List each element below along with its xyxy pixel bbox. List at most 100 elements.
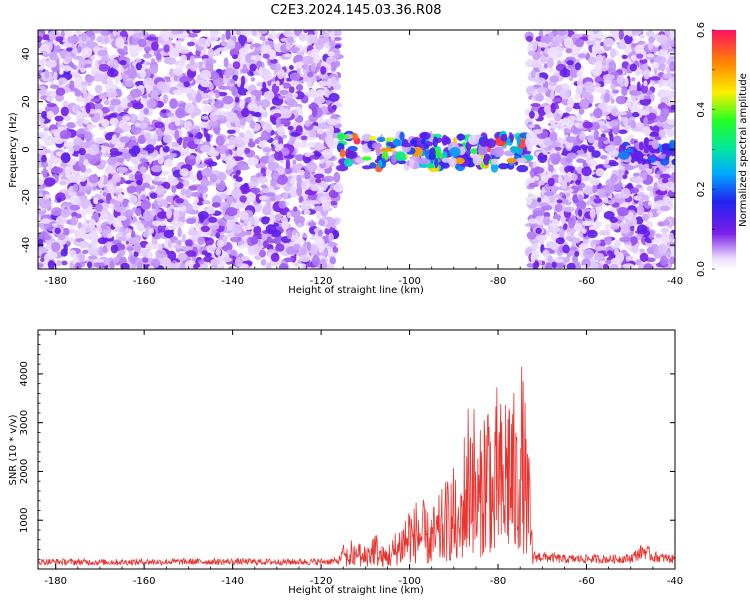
- spectrogram-cell: [139, 70, 147, 78]
- spectrogram-cell: [122, 115, 131, 122]
- spectrogram-cell: [333, 83, 342, 91]
- spectrogram-cell: [262, 205, 272, 216]
- spectrogram-cell: [260, 259, 267, 266]
- y-tick-label: 0: [21, 146, 32, 152]
- spectrogram-cell: [62, 65, 72, 72]
- spectrogram-cell: [665, 155, 670, 161]
- spectrogram-cell: [200, 225, 210, 233]
- spectrogram-cell: [289, 187, 298, 198]
- spectrogram-cell: [274, 194, 282, 201]
- spectrogram-cell: [78, 112, 90, 118]
- spectrogram-cell: [333, 183, 344, 193]
- spectrogram-cell: [606, 200, 616, 205]
- spectrogram-cell: [621, 86, 628, 97]
- spectrogram-cell: [548, 164, 554, 173]
- spectrogram-cell: [46, 251, 55, 260]
- spectrogram-cell: [227, 157, 236, 168]
- spectrogram-cell: [162, 134, 173, 144]
- spectrogram-cell: [285, 201, 290, 206]
- spectrogram-cell: [63, 141, 75, 148]
- spectrogram-cell: [272, 172, 279, 181]
- x-tick-label: -140: [221, 576, 244, 587]
- spectrogram-cell: [171, 30, 182, 35]
- spectrogram-cell: [146, 85, 151, 94]
- spectrogram-cell: [506, 157, 517, 164]
- colorbar-gradient: [712, 30, 736, 269]
- spectrogram-cell: [289, 208, 301, 218]
- spectrogram-cell: [667, 79, 673, 88]
- spectrogram-cell: [95, 203, 103, 212]
- spectrogram-cell: [102, 245, 108, 253]
- spectrogram-cell: [313, 151, 322, 158]
- spectrogram-cell: [455, 157, 465, 165]
- spectrogram-cell: [536, 77, 546, 85]
- spectrogram-cell: [233, 139, 246, 148]
- spectrogram-cell: [261, 216, 270, 225]
- spectrogram-cell: [112, 218, 122, 228]
- spectrogram-cell: [44, 194, 51, 199]
- spectrogram-cell: [563, 223, 568, 231]
- spectrogram-cell: [80, 164, 86, 173]
- spectrogram-cell: [187, 93, 194, 101]
- spectrogram-cell: [254, 138, 260, 145]
- spectrogram-cell: [183, 81, 190, 88]
- spectrogram-cell: [311, 106, 318, 118]
- spectrogram-cell: [120, 97, 128, 109]
- spectrogram-cell: [527, 58, 532, 65]
- spectrogram-cell: [537, 197, 542, 203]
- y-tick-label: 1000: [19, 507, 30, 532]
- spectrogram-cell: [532, 166, 545, 174]
- spectrogram-cell: [536, 86, 548, 94]
- spectrogram-cell: [330, 76, 337, 84]
- spectrogram-cell: [151, 41, 159, 51]
- spectrogram-cell: [253, 111, 262, 118]
- spectrogram-cell: [179, 49, 190, 54]
- spectrogram-cell: [618, 168, 625, 175]
- spectrogram-cell: [587, 159, 598, 168]
- spectrogram-cell: [262, 240, 269, 248]
- spectrogram-cell: [547, 177, 555, 187]
- x-tick-label: -80: [490, 276, 506, 287]
- spectrogram-cell: [46, 110, 55, 120]
- spectrogram-cell: [41, 161, 49, 168]
- spectrogram-cell: [565, 136, 577, 143]
- spectrogram-cell: [129, 88, 142, 98]
- spectrogram-cell: [270, 252, 280, 262]
- spectrogram-cell: [174, 117, 181, 127]
- spectrogram-cell: [319, 159, 324, 165]
- spectrogram-cell: [174, 221, 184, 228]
- spectrogram-cell: [530, 103, 541, 107]
- spectrogram-cell: [620, 187, 631, 199]
- spectrogram-cell: [510, 146, 519, 154]
- spectrogram-cell: [263, 90, 275, 100]
- spectrogram-cell: [131, 35, 140, 46]
- spectrogram-cell: [174, 129, 180, 141]
- spectrogram-cell: [308, 129, 317, 138]
- spectrogram-cell: [78, 254, 84, 263]
- spectrogram-cell: [327, 51, 335, 57]
- spectrogram-cell: [116, 157, 125, 163]
- spectrogram-cell: [88, 218, 96, 229]
- spectrogram-cell: [323, 200, 332, 209]
- spectrogram-cell: [234, 96, 240, 103]
- spectrogram-cell: [529, 110, 535, 119]
- colorbar-tick-label: 0.4: [696, 102, 707, 118]
- spectrogram-cell: [596, 54, 604, 64]
- spectrogram-cell: [332, 36, 342, 41]
- spectrogram-cell: [429, 147, 436, 158]
- spectrogram-cell: [82, 119, 90, 125]
- spectrogram-cell: [114, 76, 119, 86]
- spectrogram-cell: [638, 262, 644, 269]
- spectrogram-cell: [145, 243, 155, 250]
- y-tick-label: -20: [21, 189, 32, 205]
- spectrogram-y-axis-label: Frequency (Hz): [8, 112, 19, 188]
- spectrogram-cell: [306, 241, 311, 252]
- spectrogram-cell: [316, 128, 324, 135]
- spectrogram-cell: [48, 40, 53, 51]
- spectrogram-cell: [294, 62, 302, 69]
- spectrogram-cell: [59, 180, 67, 186]
- spectrogram-cell: [648, 201, 653, 206]
- spectrogram-cell: [93, 72, 105, 82]
- spectrogram-cell: [203, 126, 208, 137]
- spectrogram-cell: [243, 182, 249, 188]
